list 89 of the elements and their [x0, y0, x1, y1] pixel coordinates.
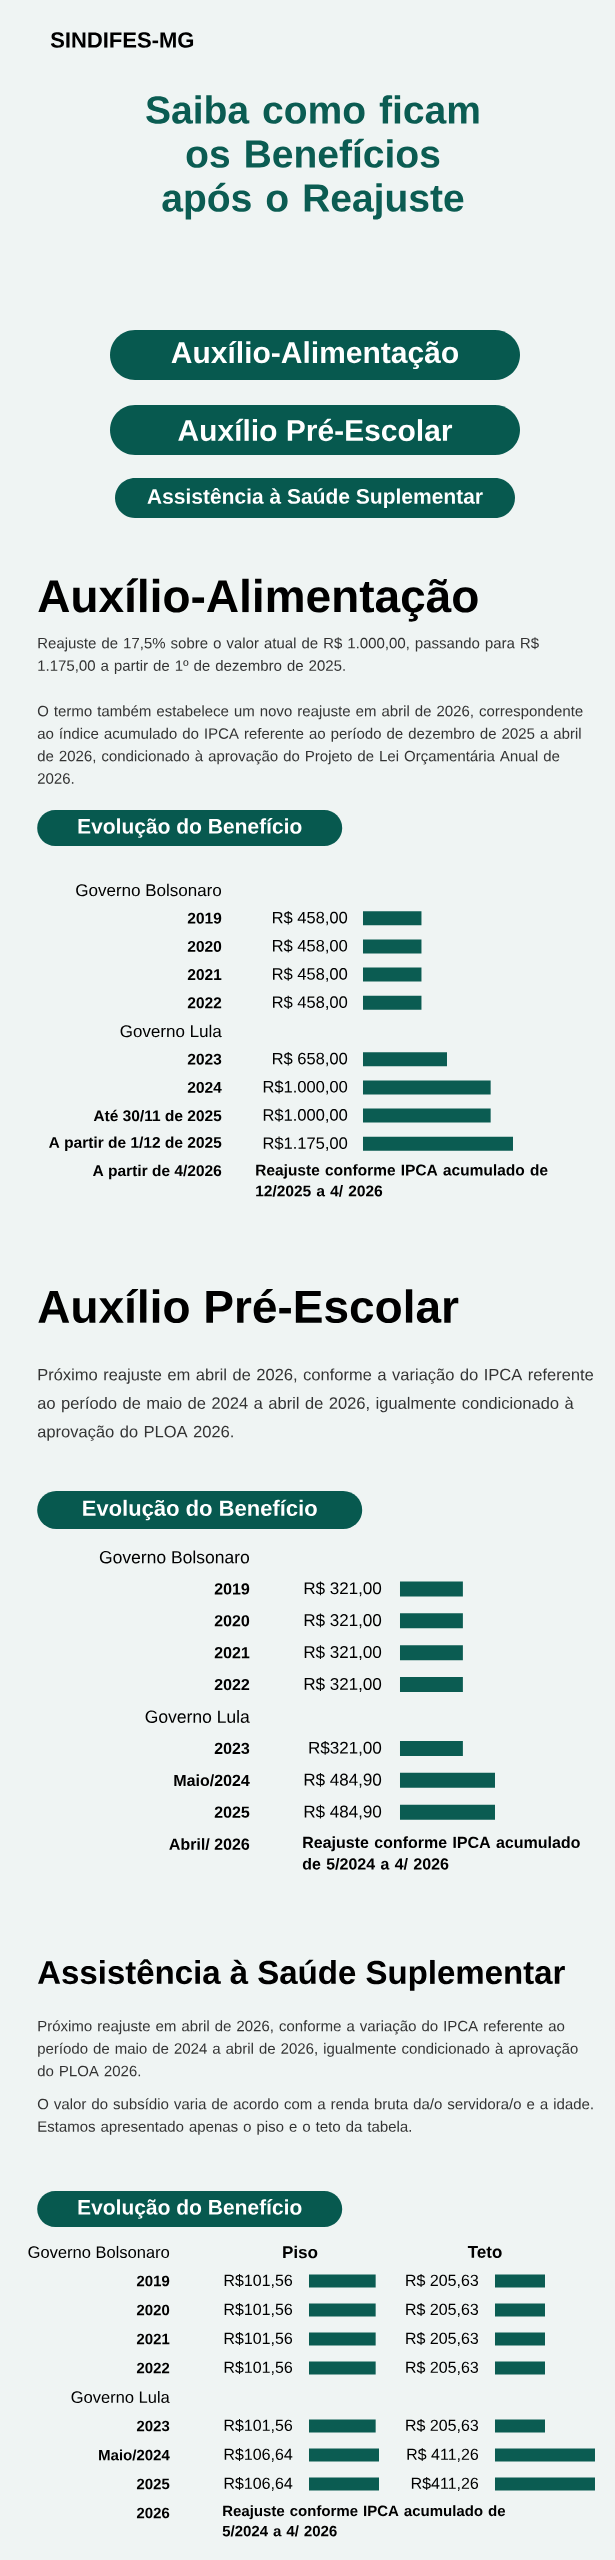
chart-title: Teto [467, 2246, 502, 2258]
data-label: R$ 205,63 [406, 2303, 479, 2317]
y-tick-label: Governo Lula [71, 2390, 170, 2404]
data-label: R$ 458,00 [273, 995, 348, 1010]
chart-title: Piso [283, 2245, 318, 2259]
y-tick-label: 2020 [214, 1615, 250, 1627]
y-tick-label: Governo Lula [145, 1710, 250, 1723]
bar [362, 995, 422, 1010]
y-tick-label: 2024 [187, 1081, 222, 1093]
text: Evolução do Benefício [83, 1499, 317, 1521]
data-label: R$106,64 [224, 2477, 293, 2491]
y-tick-label: 2020 [136, 2304, 170, 2316]
y-tick-label: 2021 [187, 969, 222, 981]
y-tick-label: 2021 [214, 1647, 250, 1659]
y-tick-label: 2022 [187, 997, 222, 1009]
y-tick-label: 2023 [187, 1053, 222, 1065]
y-tick-label: Governo Bolsonaro [28, 2245, 170, 2259]
text: Auxílio-Alimentação [171, 340, 459, 370]
data-label: R$101,56 [224, 2419, 293, 2433]
bar [362, 1080, 491, 1095]
y-tick-label: A partir de 1/12 de 2025 [49, 1136, 222, 1152]
data-label: R$ 205,63 [406, 2419, 479, 2433]
data-label: R$ 205,63 [406, 2361, 479, 2375]
y-tick-label: 2025 [136, 2478, 170, 2490]
text: Evolução do Benefício [78, 2199, 302, 2219]
y-tick-label: Abril/ 2026 [169, 1838, 250, 1851]
y-tick-label: 2025 [214, 1806, 250, 1818]
data-label: R$ 458,00 [273, 967, 348, 982]
y-tick-label: Governo Bolsonaro [76, 883, 222, 897]
y-tick-label: Até 30/11 de 2025 [93, 1109, 222, 1122]
bar [362, 1108, 491, 1123]
data-label: R$106,64 [224, 2448, 293, 2462]
bar [362, 1052, 447, 1067]
annotation: Reajuste conforme IPCA acumulado de 12/2025 a 4/ 2026 [256, 1164, 548, 1197]
y-tick-label: 2026 [136, 2507, 170, 2519]
bar [362, 911, 422, 926]
y-tick-label: 2020 [187, 940, 222, 952]
bar [362, 1136, 513, 1151]
data-label: R$411,26 [411, 2477, 479, 2491]
data-label: R$101,56 [224, 2332, 293, 2346]
data-label: R$ 658,00 [273, 1052, 348, 1067]
text: Reajuste de 17,5% sobre o valor atual de R$ 1.000,00, passando para R$ 1.175,00 a partir de 1º de dezembro de 2025. [38, 637, 539, 674]
data-label: R$ 484,90 [304, 1772, 382, 1788]
text: Assistência à Saúde Suplementar [147, 487, 483, 509]
y-tick-label: Maio/2024 [174, 1774, 250, 1787]
text: SINDIFES-MG [50, 32, 194, 48]
text: Evolução do Benefício [78, 818, 302, 838]
y-tick-label: 2019 [187, 912, 222, 924]
data-label: R$1.000,00 [263, 1108, 348, 1123]
y-tick-label: A partir de 4/2026 [92, 1164, 222, 1180]
data-label: R$101,56 [224, 2274, 293, 2288]
data-label: R$1.000,00 [263, 1080, 348, 1095]
data-label: R$ 205,63 [406, 2274, 479, 2288]
data-label: R$101,56 [224, 2303, 293, 2317]
y-tick-label: 2022 [214, 1678, 250, 1691]
y-tick-label: Governo Lula [120, 1024, 222, 1038]
y-tick-label: Maio/2024 [99, 2449, 170, 2461]
data-label: R$ 321,00 [304, 1581, 382, 1597]
y-tick-label: Governo Bolsonaro [99, 1550, 250, 1564]
text: Próximo reajuste em abril de 2026, conforme a variação do IPCA referente ao período de maio de 2024 a abril de 2026, igualmente condicionado à aprovação do PLOA 2026. [37, 1368, 594, 1441]
data-label: R$ 484,90 [304, 1804, 382, 1820]
text: O valor do subsídio varia de acordo com a renda bruta da/o servidora/o e a idade. Estamos apresentado apenas o piso e o teto da tabela. [37, 2098, 593, 2135]
text: Auxílio-Alimentação [38, 578, 478, 622]
text: Saiba como ficam os Benefícios após o Reajuste [146, 95, 479, 220]
text: O termo também estabelece um novo reajuste em abril de 2026, correspondente ao índice acumulado do IPCA referente ao período de dezembro de 2025 a abril de 2026, condicionado à aprovação do Projeto de Lei Orçamentária Anual de 2026. [37, 705, 583, 784]
data-label: R$ 458,00 [273, 939, 348, 954]
data-label: R$ 321,00 [304, 1613, 382, 1629]
bar [362, 939, 422, 954]
data-label: R$101,56 [224, 2361, 293, 2375]
data-label: R$ 458,00 [273, 911, 348, 926]
data-label: R$ 321,00 [304, 1677, 382, 1692]
data-label: R$ 205,63 [406, 2332, 479, 2346]
y-tick-label: 2019 [214, 1583, 250, 1595]
text: Próximo reajuste em abril de 2026, conforme a variação do IPCA referente ao período de maio de 2024 a abril de 2026, igualmente condicionado à aprovação do PLOA 2026. [37, 2020, 578, 2077]
data-label: R$321,00 [309, 1741, 382, 1756]
y-tick-label: 2023 [136, 2420, 170, 2432]
bar [362, 967, 422, 982]
data-label: R$ 411,26 [407, 2448, 479, 2462]
y-tick-label: 2021 [136, 2333, 170, 2345]
data-label: R$ 321,00 [304, 1645, 382, 1661]
text: Auxílio Pré-Escolar [38, 1288, 459, 1324]
text: Auxílio Pré-Escolar [178, 418, 453, 442]
data-label: R$1.175,00 [263, 1136, 348, 1151]
y-tick-label: 2022 [136, 2362, 170, 2374]
text: Assistência à Saúde Suplementar [38, 1959, 565, 1991]
annotation: Reajuste conforme IPCA acumulado de 5/2024 a 4/ 2026 [302, 1836, 580, 1870]
y-tick-label: 2023 [214, 1742, 250, 1755]
annotation: Reajuste conforme IPCA acumulado de 5/2024 a 4/ 2026 [222, 2505, 506, 2537]
y-tick-label: 2019 [136, 2275, 170, 2287]
